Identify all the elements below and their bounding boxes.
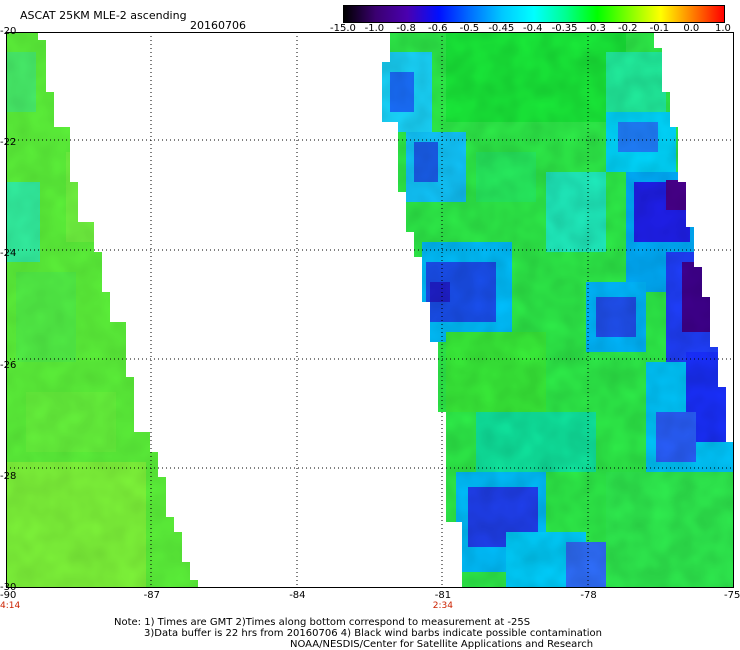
color-scale-label: -0.5 <box>459 23 480 34</box>
latitude-tick-label: -26 <box>0 359 17 371</box>
color-scale-label: 0.0 <box>683 23 700 34</box>
color-scale-label: -0.8 <box>396 23 416 34</box>
color-scale-label: 1.0 <box>715 23 731 34</box>
longitude-tick-label: -90 <box>0 590 17 601</box>
color-scale-label: -0.4 <box>523 23 543 34</box>
latitude-tick-label: -22 <box>0 137 17 149</box>
color-scale-bar <box>343 5 725 23</box>
note-line-2: 3)Data buffer is 22 hrs from 20160706 4)… <box>144 628 602 639</box>
swath-time-label: 4:14 <box>0 601 21 611</box>
color-scale-label: -15.0 <box>330 23 356 34</box>
note-line-3: NOAA/NESDIS/Center for Satellite Applica… <box>290 639 594 650</box>
swath-map <box>6 32 734 588</box>
map-frame <box>6 32 734 588</box>
map-title: ASCAT 25KM MLE-2 ascending <box>20 9 187 22</box>
longitude-tick-label: -87 <box>143 590 160 601</box>
color-scale-label: -0.45 <box>488 23 515 34</box>
longitude-tick-label: -84 <box>289 590 306 601</box>
graticule <box>6 32 734 588</box>
swath-time-label: 2:34 <box>432 601 454 611</box>
latitude-tick-label: -20 <box>0 26 17 37</box>
color-scale-label: -0.1 <box>649 23 670 34</box>
longitude-tick-label: -81 <box>434 590 452 601</box>
note-line-1: Note: 1) Times are GMT 2)Times along bot… <box>114 617 531 628</box>
color-scale-label: -0.6 <box>428 23 448 34</box>
color-scale-label: -0.2 <box>618 23 638 34</box>
color-scale-label: -0.3 <box>586 23 606 34</box>
map-date: 20160706 <box>190 19 246 32</box>
longitude-tick-label: -75 <box>724 590 740 601</box>
color-scale-label: -0.35 <box>551 23 578 34</box>
latitude-tick-label: -30 <box>0 582 17 593</box>
color-scale-label: -1.0 <box>364 23 385 34</box>
latitude-tick-label: -28 <box>0 470 17 482</box>
latitude-tick-label: -24 <box>0 248 17 260</box>
longitude-tick-label: -78 <box>580 590 597 601</box>
